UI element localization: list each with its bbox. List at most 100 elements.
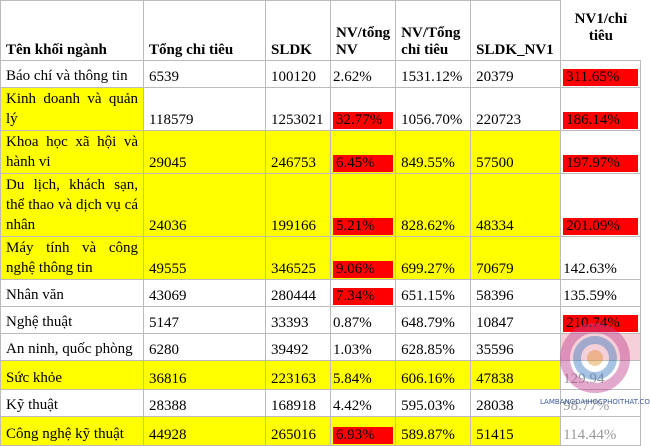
table-cell: 5.84%	[329, 359, 397, 390]
table-cell: 1056.70%	[395, 86, 472, 131]
table-row: Kinh doanh và quản lý 118579 1253021 32.77%…	[0, 86, 642, 131]
table-cell: 5.21%	[329, 172, 397, 237]
table-row: Nghệ thuật 5147 33393 0.87% 648.79% 10847 210.…	[0, 305, 642, 334]
table-cell: 201.09%	[560, 172, 642, 237]
highlight-value: 9.06%	[333, 260, 394, 278]
table-cell: 51415	[470, 415, 562, 446]
table-cell: 699.27%	[395, 235, 472, 280]
table-cell: Khoa học xã hội và hành vi	[0, 129, 144, 174]
table-cell: 129.94	[560, 359, 642, 390]
header-cell: SLDK	[265, 0, 331, 61]
table-cell: Nhân văn	[0, 278, 144, 307]
highlight-value: 32.77%	[333, 111, 394, 129]
table-cell: Du lịch, khách sạn, thể thao và dịch vụ …	[0, 172, 144, 237]
table-cell: 70679	[470, 235, 562, 280]
table-cell: 346525	[265, 235, 331, 280]
highlight-value: 201.09%	[563, 217, 639, 235]
table-cell: 6280	[143, 332, 266, 361]
table-cell: 100120	[265, 59, 331, 88]
table-cell: 33393	[265, 305, 331, 334]
watermark-logo	[560, 323, 630, 393]
header-cell: Tên khối ngành	[0, 0, 144, 61]
header-cell: Tổng chỉ tiêu	[143, 0, 266, 61]
header-cell: NV/Tổng chỉ tiêu	[395, 0, 472, 61]
table-row: Khoa học xã hội và hành vi 29045 246753 6.4…	[0, 129, 642, 174]
table-cell: 220723	[470, 86, 562, 131]
table-cell: 29045	[143, 129, 266, 174]
table-cell: 223163	[265, 359, 331, 390]
table-cell: 197.97%	[560, 129, 642, 174]
table-cell: Báo chí và thông tin	[0, 59, 144, 88]
table-cell: 199166	[265, 172, 331, 237]
table-cell: 24036	[143, 172, 266, 237]
table-row: An ninh, quốc phòng 6280 39492 1.03% 628.85%…	[0, 332, 642, 361]
table-cell: 39492	[265, 332, 331, 361]
table-cell: 44928	[143, 415, 266, 446]
table-cell: 98.77%	[560, 388, 642, 417]
table-cell: 589.87%	[395, 415, 472, 446]
table-cell: 628.85%	[395, 332, 472, 361]
table-cell: 2.62%	[329, 59, 397, 88]
table-cell: 1.03%	[329, 332, 397, 361]
table-cell: 58396	[470, 278, 562, 307]
highlight-value: 6.45%	[333, 154, 394, 172]
table-cell: 57500	[470, 129, 562, 174]
table-cell: 168918	[265, 388, 331, 417]
table-row: Du lịch, khách sạn, thể thao và dịch vụ …	[0, 172, 642, 237]
highlight-value: 186.14%	[563, 111, 639, 129]
highlight-value: 210.74%	[563, 314, 639, 332]
table-cell: Sức khỏe	[0, 359, 144, 390]
header-cell: NV/tổng NV	[329, 0, 397, 61]
table-cell: 49555	[143, 235, 266, 280]
table-row: Công nghệ kỹ thuật 44928 265016 6.93% 589.87…	[0, 415, 642, 446]
table-cell: Kinh doanh và quản lý	[0, 86, 144, 131]
table-cell: 6539	[143, 59, 266, 88]
table-cell: 118579	[143, 86, 266, 131]
table-cell: Máy tính và công nghệ thông tin	[0, 235, 144, 280]
table-cell: 32.77%	[329, 86, 397, 131]
table-cell	[560, 332, 642, 361]
table-row: Kỹ thuật 28388 168918 4.42% 595.03% 28038 98.7…	[0, 388, 642, 417]
header-cell: NV1/chỉ tiêu	[574, 10, 628, 44]
table-cell: 114.44%	[560, 415, 642, 446]
table-cell: 48334	[470, 172, 562, 237]
table-cell: 186.14%	[560, 86, 642, 131]
table-cell: 1253021	[265, 86, 331, 131]
table-cell: 6.45%	[329, 129, 397, 174]
table-cell: 135.59%	[560, 278, 642, 307]
table-cell: 47838	[470, 359, 562, 390]
table-cell: 280444	[265, 278, 331, 307]
highlight-value: 311.65%	[563, 68, 639, 86]
table-cell: Nghệ thuật	[0, 305, 144, 334]
table-cell: 265016	[265, 415, 331, 446]
table-cell: 651.15%	[395, 278, 472, 307]
highlight-value: 197.97%	[563, 154, 639, 172]
table-cell: 648.79%	[395, 305, 472, 334]
table-cell: Kỹ thuật	[0, 388, 144, 417]
table-cell: An ninh, quốc phòng	[0, 332, 144, 361]
table-cell: 9.06%	[329, 235, 397, 280]
table-body: Báo chí và thông tin 6539 100120 2.62% 1531.…	[0, 59, 642, 446]
table-cell: 595.03%	[395, 388, 472, 417]
table-cell: 828.62%	[395, 172, 472, 237]
table-cell: Công nghệ kỹ thuật	[0, 415, 144, 446]
table-cell: 28038	[470, 388, 562, 417]
table-cell: 28388	[143, 388, 266, 417]
table-cell: 20379	[470, 59, 562, 88]
table-cell: 10847	[470, 305, 562, 334]
table-cell: 849.55%	[395, 129, 472, 174]
table-row: Máy tính và công nghệ thông tin 49555 3465…	[0, 235, 642, 280]
highlight-value: 6.93%	[333, 426, 394, 444]
table-cell: 6.93%	[329, 415, 397, 446]
table-cell: 606.16%	[395, 359, 472, 390]
table-cell: 142.63%	[560, 235, 642, 280]
table-cell: 210.74%	[560, 305, 642, 334]
table-cell: 7.34%	[329, 278, 397, 307]
table-cell: 35596	[470, 332, 562, 361]
table-cell: 43069	[143, 278, 266, 307]
highlight-value: 7.34%	[333, 287, 394, 305]
table-cell: 36816	[143, 359, 266, 390]
highlight-value: 5.21%	[333, 217, 394, 235]
